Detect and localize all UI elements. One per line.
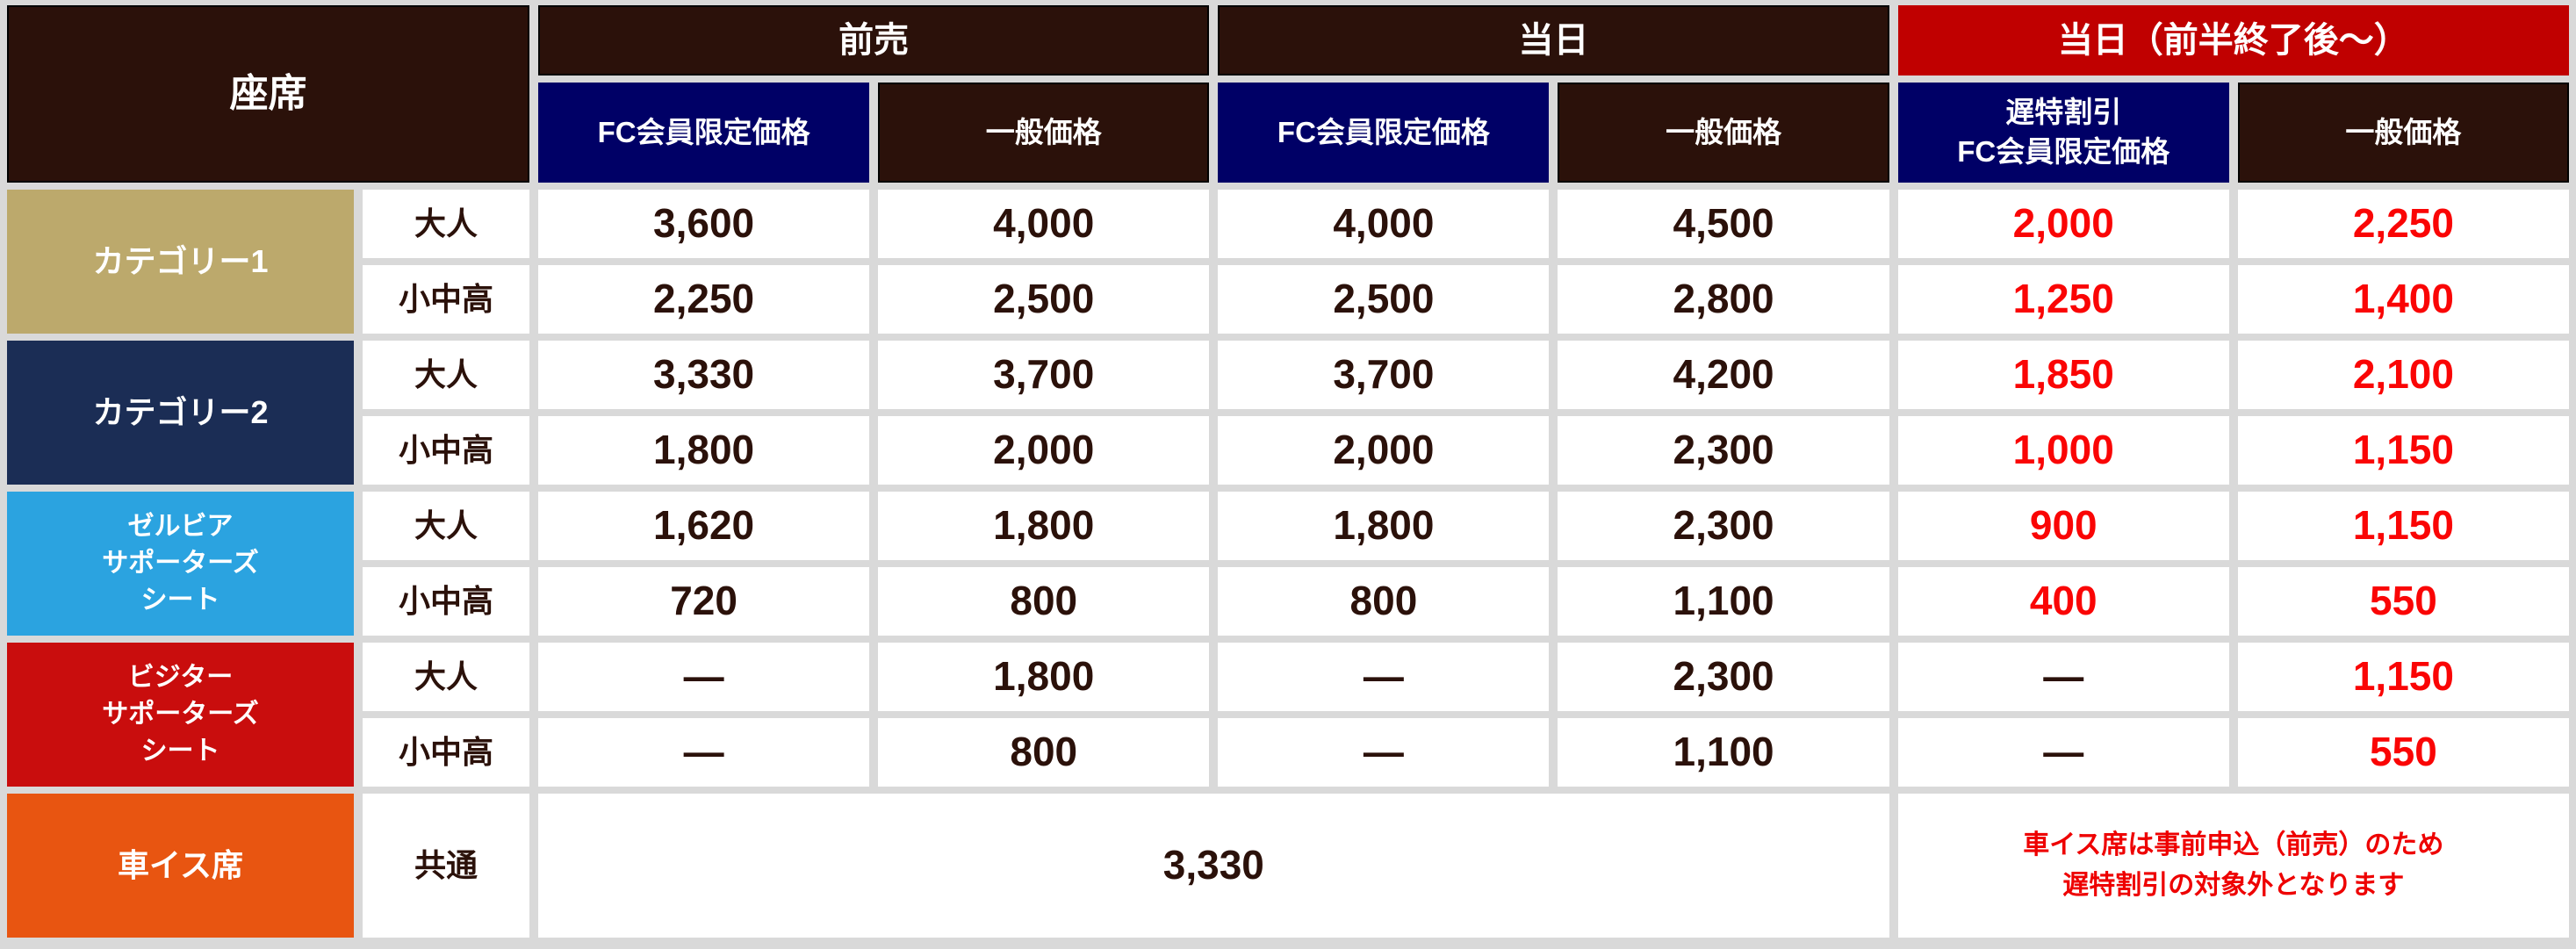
seat-category-zelvia-supporters: ゼルビア サポーターズ シート <box>7 492 354 636</box>
seat-category-1: カテゴリー1 <box>7 190 354 334</box>
group-header-sameday: 当日 <box>1218 5 1889 75</box>
price-cell-discount: 1,250 <box>1897 265 2229 334</box>
price-cell: 3,600 <box>538 190 870 258</box>
sub-header-advance-general-price: 一般価格 <box>878 83 1210 183</box>
price-cell-discount: 1,850 <box>1897 341 2229 409</box>
seat-category-wheelchair: 車イス席 <box>7 794 354 938</box>
age-label: 大人 <box>363 643 529 711</box>
price-cell: 1,800 <box>878 492 1210 560</box>
seat-category-2: カテゴリー2 <box>7 341 354 485</box>
price-cell-discount: 1,000 <box>1897 416 2229 485</box>
age-label: 大人 <box>363 492 529 560</box>
price-cell-empty: — <box>1218 718 1550 787</box>
price-cell-empty: — <box>1218 643 1550 711</box>
price-cell: 1,100 <box>1558 567 1889 636</box>
age-label: 大人 <box>363 190 529 258</box>
price-cell-discount: 400 <box>1897 567 2229 636</box>
age-label: 大人 <box>363 341 529 409</box>
price-cell-empty: — <box>1897 643 2229 711</box>
price-cell: 1,800 <box>538 416 870 485</box>
price-cell: 4,000 <box>878 190 1210 258</box>
price-cell: 800 <box>878 718 1210 787</box>
price-cell: 4,200 <box>1558 341 1889 409</box>
price-cell-discount: 1,150 <box>2237 416 2569 485</box>
price-cell-discount: 1,150 <box>2237 643 2569 711</box>
price-cell: 2,300 <box>1558 416 1889 485</box>
price-cell-discount: 900 <box>1897 492 2229 560</box>
price-cell: 2,500 <box>1218 265 1550 334</box>
sub-header-late-general-price: 一般価格 <box>2237 83 2569 183</box>
group-header-sameday-late: 当日（前半終了後～） <box>1897 5 2569 75</box>
price-cell-discount: 2,000 <box>1897 190 2229 258</box>
age-label-common: 共通 <box>363 794 529 938</box>
price-cell: 3,700 <box>1218 341 1550 409</box>
age-label: 小中高 <box>363 718 529 787</box>
price-cell: 1,100 <box>1558 718 1889 787</box>
group-header-advance: 前売 <box>538 5 1210 75</box>
price-cell-discount: 1,150 <box>2237 492 2569 560</box>
price-cell: 2,250 <box>538 265 870 334</box>
price-cell: 3,330 <box>538 341 870 409</box>
sub-header-sameday-general-price: 一般価格 <box>1558 83 1889 183</box>
price-cell: 4,000 <box>1218 190 1550 258</box>
price-cell: 2,300 <box>1558 492 1889 560</box>
price-cell-discount: 550 <box>2237 718 2569 787</box>
price-cell: 2,000 <box>878 416 1210 485</box>
price-cell-discount: 550 <box>2237 567 2569 636</box>
price-cell-empty: — <box>538 718 870 787</box>
age-label: 小中高 <box>363 265 529 334</box>
price-cell: 2,800 <box>1558 265 1889 334</box>
price-cell: 720 <box>538 567 870 636</box>
price-cell-discount: 2,100 <box>2237 341 2569 409</box>
wheelchair-note: 車イス席は事前申込（前売）のため 遅特割引の対象外となります <box>1897 794 2569 938</box>
price-cell-empty: — <box>538 643 870 711</box>
price-cell: 800 <box>878 567 1210 636</box>
price-cell: 2,000 <box>1218 416 1550 485</box>
age-label: 小中高 <box>363 416 529 485</box>
sub-header-advance-fc-price: FC会員限定価格 <box>538 83 870 183</box>
price-cell-wheelchair-common: 3,330 <box>538 794 1889 938</box>
price-cell-discount: 2,250 <box>2237 190 2569 258</box>
price-cell-discount: 1,400 <box>2237 265 2569 334</box>
price-cell: 3,700 <box>878 341 1210 409</box>
corner-header-seat: 座席 <box>7 5 529 183</box>
sub-header-late-discount-fc-price: 遅特割引 FC会員限定価格 <box>1897 83 2229 183</box>
price-cell: 1,800 <box>1218 492 1550 560</box>
sub-header-sameday-fc-price: FC会員限定価格 <box>1218 83 1550 183</box>
age-label: 小中高 <box>363 567 529 636</box>
price-cell: 2,300 <box>1558 643 1889 711</box>
price-cell-empty: — <box>1897 718 2229 787</box>
price-cell: 4,500 <box>1558 190 1889 258</box>
price-cell: 1,800 <box>878 643 1210 711</box>
seat-category-visitor-supporters: ビジター サポーターズ シート <box>7 643 354 787</box>
price-cell: 2,500 <box>878 265 1210 334</box>
price-cell: 800 <box>1218 567 1550 636</box>
price-cell: 1,620 <box>538 492 870 560</box>
